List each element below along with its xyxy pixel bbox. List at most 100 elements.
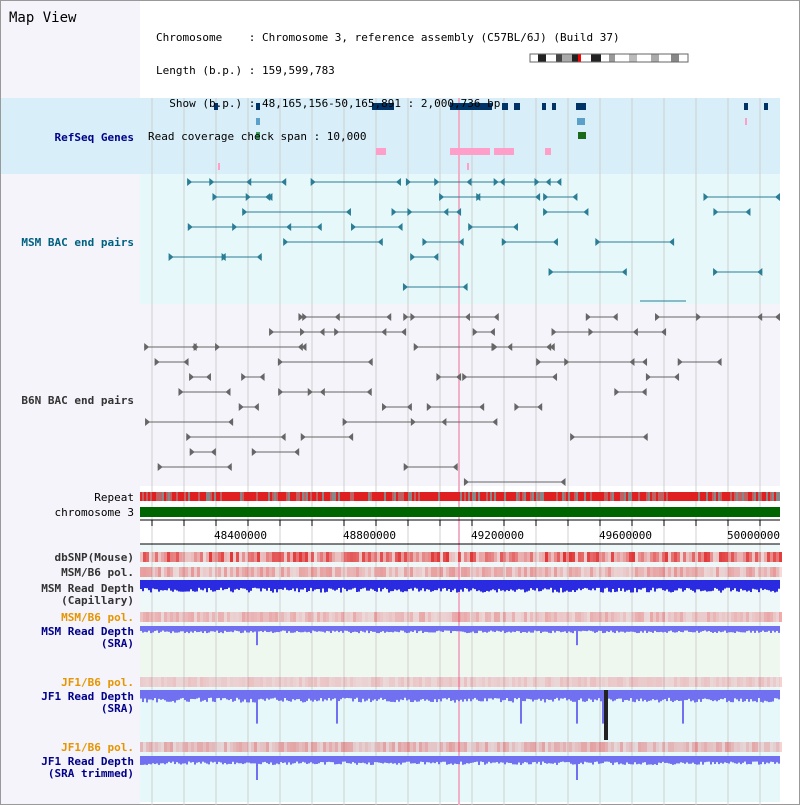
msm-cap-depth-bar — [358, 580, 360, 592]
msm-cap-depth-bar — [320, 580, 322, 593]
jf1-sra-depth-bar — [440, 690, 442, 702]
msm-b6-pol-cell — [689, 612, 692, 622]
jf1-sra-depth-bar — [292, 690, 294, 700]
jf1-sra-depth-bar — [290, 690, 292, 702]
dbsnp-cell — [521, 552, 524, 562]
msm-b6-pol-cell — [482, 612, 485, 622]
msm-b6-pol-cell — [452, 612, 455, 622]
msm-b6-pol-cell — [524, 567, 527, 577]
jf1-trim-depth-bar — [474, 756, 476, 763]
msm-b6-pol-cell — [716, 567, 719, 577]
jf1-b6-pol-cell — [332, 677, 335, 687]
jf1-b6-pol-cell — [320, 677, 323, 687]
msm-depth-sra-label[interactable]: MSM Read Depth (SRA) — [41, 626, 134, 650]
msm-cap-depth-bar — [758, 580, 760, 593]
jf1-trim-depth-bar — [654, 756, 656, 765]
msm-b6-pol-cell — [269, 567, 272, 577]
msm-sra-depth-bar — [670, 626, 672, 631]
dbsnp-cell — [740, 552, 743, 562]
msm-b6-pol-label-2[interactable]: MSM/B6 pol. — [61, 611, 134, 624]
dbsnp-label[interactable]: dbSNP(Mouse) — [54, 551, 134, 564]
msm-sra-depth-bar — [590, 626, 592, 631]
msm-bac-label[interactable]: MSM BAC end pairs — [21, 236, 134, 249]
jf1-b6-pol-cell — [731, 742, 734, 752]
jf1-trim-depth-bar — [212, 756, 214, 763]
msm-cap-depth-bar — [474, 580, 476, 590]
jf1-sra-depth-bar — [410, 690, 412, 702]
msm-b6-pol-label-1[interactable]: MSM/B6 pol. — [61, 566, 134, 579]
repeat-stripe — [284, 492, 286, 501]
jf1-sra-depth-bar — [660, 690, 662, 702]
b6n-bac-label[interactable]: B6N BAC end pairs — [21, 394, 134, 407]
jf1-sra-depth-bar — [154, 690, 156, 699]
jf1-b6-pol-cell — [770, 677, 773, 687]
repeat-stripe — [716, 492, 718, 501]
jf1-depth-trim-label[interactable]: JF1 Read Depth (SRA trimmed) — [41, 756, 134, 780]
msm-sra-depth-bar — [216, 626, 218, 631]
jf1-trim-depth-bar — [376, 756, 378, 763]
msm-b6-pol-cell — [548, 567, 551, 577]
msm-b6-pol-cell — [299, 567, 302, 577]
msm-b6-pol-cell — [320, 567, 323, 577]
dbsnp-cell — [182, 552, 185, 562]
repeat-stripe — [490, 492, 492, 501]
msm-cap-depth-bar — [146, 580, 148, 589]
repeat-stripe — [158, 492, 160, 501]
repeat-stripe — [580, 492, 582, 501]
repeat-stripe — [320, 492, 322, 501]
repeat-stripe — [326, 492, 328, 501]
msm-b6-pol-cell — [173, 612, 176, 622]
dbsnp-cell — [269, 552, 272, 562]
dbsnp-cell — [287, 552, 290, 562]
jf1-sra-depth-bar — [164, 690, 166, 701]
jf1-b6-pol-label-1[interactable]: JF1/B6 pol. — [61, 676, 134, 689]
ideogram-band — [562, 54, 572, 62]
msm-cap-depth-bar — [572, 580, 574, 591]
repeat-label[interactable]: Repeat — [94, 491, 134, 504]
msm-cap-depth-bar — [668, 580, 670, 592]
msm-b6-pol-cell — [299, 612, 302, 622]
repeat-stripe — [372, 492, 374, 501]
msm-b6-pol-cell — [488, 612, 491, 622]
msm-depth-cap-label[interactable]: MSM Read Depth (Capillary) — [41, 583, 134, 607]
jf1-b6-pol-cell — [536, 677, 539, 687]
dbsnp-cell — [440, 552, 443, 562]
repeat-stripe — [688, 492, 690, 501]
jf1-b6-pol-cell — [581, 742, 584, 752]
repeat-stripe — [344, 492, 346, 501]
repeat-stripe — [630, 492, 632, 501]
repeat-stripe — [672, 492, 674, 501]
jf1-b6-pol-cell — [227, 677, 230, 687]
jf1-depth-sra-label[interactable]: JF1 Read Depth (SRA) — [41, 691, 134, 715]
msm-b6-pol-cell — [599, 612, 602, 622]
jf1-b6-pol-label-2[interactable]: JF1/B6 pol. — [61, 741, 134, 754]
jf1-trim-depth-bar — [408, 756, 410, 762]
page-title: Map View — [9, 10, 77, 26]
refseq-genes-label[interactable]: RefSeq Genes — [54, 131, 134, 144]
repeat-stripe — [512, 492, 514, 501]
msm-b6-pol-cell — [521, 567, 524, 577]
jf1-trim-depth-bar — [644, 756, 646, 763]
jf1-sra-depth-bar — [166, 690, 168, 702]
msm-b6-pol-cell — [161, 567, 164, 577]
msm-b6-pol-cell — [332, 567, 335, 577]
ideogram-band — [581, 54, 591, 62]
jf1-b6-pol-cell — [191, 677, 194, 687]
jf1-sra-depth-bar — [242, 690, 244, 702]
msm-cap-depth-bar — [384, 580, 386, 588]
repeat-stripe — [538, 492, 540, 501]
msm-b6-pol-cell — [731, 567, 734, 577]
repeat-stripe — [260, 492, 262, 501]
msm-cap-depth-bar — [686, 580, 688, 589]
msm-sra-depth-bar — [568, 626, 570, 632]
msm-b6-pol-cell — [683, 567, 686, 577]
msm-b6-pol-cell — [551, 612, 554, 622]
repeat-stripe — [290, 492, 292, 501]
msm-bac-pair-end — [543, 208, 549, 216]
jf1-sra-depth-bar — [708, 690, 710, 700]
b6n-bac-pair-end — [154, 358, 160, 366]
msm-cap-depth-bar — [744, 580, 746, 591]
msm-b6-pol-cell — [374, 612, 377, 622]
msm-bac-pair-end — [512, 223, 518, 231]
jf1-b6-pol-cell — [569, 677, 572, 687]
